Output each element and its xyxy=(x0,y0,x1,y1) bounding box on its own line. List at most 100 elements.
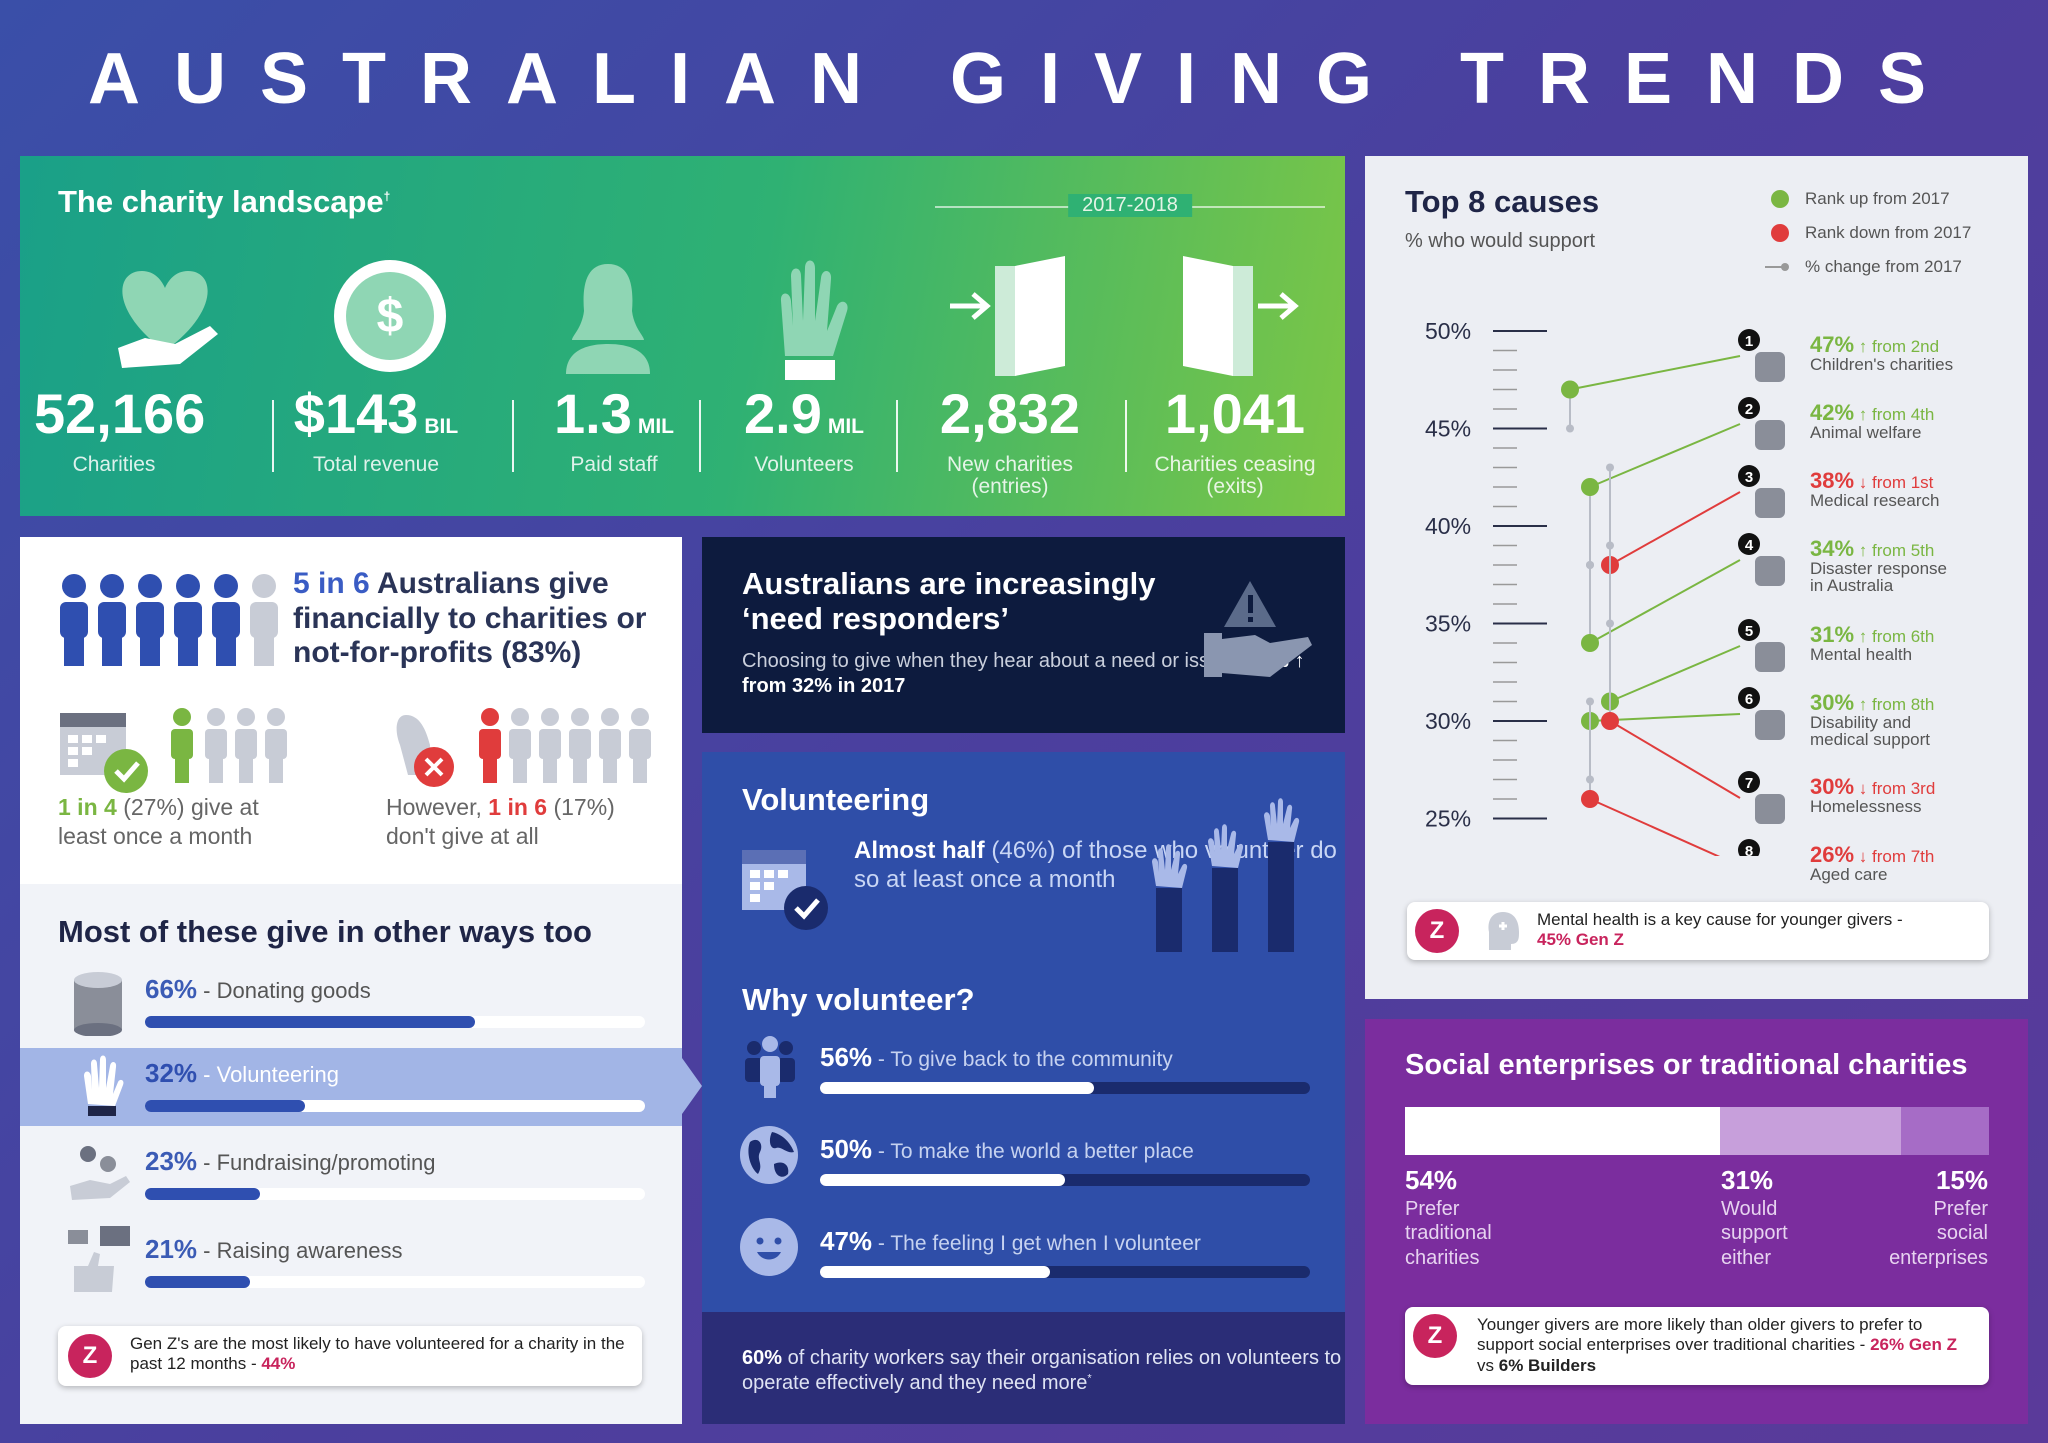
reason-bar xyxy=(820,1082,1310,1094)
dollar-coin-icon: $ xyxy=(334,260,446,372)
segment-label: Prefer social enterprises xyxy=(1889,1198,1988,1269)
rank-number: 1 xyxy=(1745,333,1753,350)
reason-bar-fill xyxy=(820,1266,1051,1278)
rank-badge xyxy=(1738,533,1760,555)
prior-point xyxy=(1566,424,1574,433)
rank-number: 4 xyxy=(1745,537,1754,554)
stat-new-charities: 2,832 New charities (entries) xyxy=(939,382,1081,499)
rank-number: 8 xyxy=(1745,843,1753,856)
reason-bar-fill xyxy=(820,1174,1065,1186)
door-exit-icon xyxy=(1183,256,1299,376)
stat-revenue: $143 BIL Total revenue xyxy=(293,382,459,476)
globe-icon xyxy=(740,1126,798,1184)
cause-label: 34% ↑ from 5th Disaster response in Austra… xyxy=(1810,536,1948,595)
y-tick-label: 50% xyxy=(1425,318,1471,344)
charity-workers-text: 60% of charity workers say their organis… xyxy=(742,1347,1342,1394)
cause-point xyxy=(1581,478,1599,496)
reason-bar-fill xyxy=(820,1082,1095,1094)
other-ways-panel: Most of these give in other ways too 66%… xyxy=(20,884,682,1424)
prior-point xyxy=(1586,561,1594,569)
rank-badge xyxy=(1738,619,1760,641)
segment-percent: 15% xyxy=(1935,1165,1988,1195)
reason-bar xyxy=(820,1266,1310,1278)
leader-line xyxy=(1589,423,1741,488)
tin-can-icon xyxy=(74,972,122,1036)
cause-label: 47% ↑ from 2nd Children's charities xyxy=(1810,332,1954,374)
rank-number: 7 xyxy=(1745,775,1753,792)
leader-line xyxy=(1609,720,1741,799)
cause-point xyxy=(1561,380,1579,399)
cause-point xyxy=(1581,790,1599,808)
charity-workers-panel: 60% of charity workers say their organis… xyxy=(702,1312,1345,1424)
need-heading: Australians are increasingly ‘need respon… xyxy=(742,566,1156,636)
way-row: 21% - Raising awareness xyxy=(20,1224,682,1302)
y-tick-label: 45% xyxy=(1425,416,1471,442)
legend-rank-up: Rank up from 2017 xyxy=(1805,189,1950,208)
cause-icon xyxy=(1755,352,1785,382)
rank-badge xyxy=(1738,839,1760,856)
rank-number: 2 xyxy=(1745,401,1753,418)
divider xyxy=(512,400,514,472)
leader-line xyxy=(1589,559,1741,644)
reason-row: 50% - To make the world a better place xyxy=(702,1126,1345,1204)
leader-line xyxy=(1609,491,1741,566)
reason-bar xyxy=(820,1174,1310,1186)
fundraising-hand-icon xyxy=(70,1146,130,1200)
cause-label: 30% ↓ from 3rd Homelessness xyxy=(1810,774,1936,816)
alert-hand-icon xyxy=(1204,581,1312,677)
cause-label: 26% ↓ from 7th Aged care xyxy=(1810,842,1935,884)
y-tick-label: 25% xyxy=(1425,806,1471,832)
need-responders-panel: Australians are increasingly ‘need respon… xyxy=(702,537,1345,733)
stat-charities-ceasing: 1,041 Charities ceasing (exits) xyxy=(1154,382,1316,499)
charity-landscape-panel: The charity landscape† 2017-2018 $ 52,16… xyxy=(20,156,1345,516)
raised-hand-icon xyxy=(780,260,848,380)
landscape-heading: The charity landscape† xyxy=(58,184,391,219)
way-row-highlight: 32% - Volunteering xyxy=(20,1048,682,1126)
give-financially-panel: 5 in 6 Australians give financially to c… xyxy=(20,537,682,884)
stat-charities: 52,166 Charities xyxy=(34,382,206,476)
cause-icon xyxy=(1755,794,1785,824)
gen-z-callout: Z Younger givers are more likely than ol… xyxy=(1405,1307,1989,1385)
way-bar-fill xyxy=(145,1016,475,1028)
legend-markers xyxy=(1765,190,1789,271)
top8-heading: Top 8 causes xyxy=(1405,184,1600,219)
top-8-causes-panel: Top 8 causes % who would support Rank up… xyxy=(1365,156,2028,999)
divider xyxy=(896,400,898,472)
prior-point xyxy=(1606,541,1614,550)
leader-line xyxy=(1609,645,1741,703)
calendar-check-icon xyxy=(742,850,828,930)
rank-badge xyxy=(1738,687,1760,709)
social-heading: Social enterprises or traditional charit… xyxy=(1405,1049,1968,1081)
way-bar-fill xyxy=(145,1276,250,1288)
prior-point xyxy=(1606,463,1614,472)
give-heading: 5 in 6 Australians give financially to c… xyxy=(293,567,647,669)
rank-badge xyxy=(1738,397,1760,419)
need-text: Choosing to give when they hear about a … xyxy=(742,650,1305,697)
speech-thumbs-icon xyxy=(68,1226,130,1292)
way-bar-fill xyxy=(145,1188,260,1200)
cause-point xyxy=(1581,634,1599,652)
social-bar-segment xyxy=(1901,1107,1989,1155)
top8-subtitle: % who would support xyxy=(1405,230,1596,252)
segment-label: Would support either xyxy=(1721,1198,1788,1269)
divider xyxy=(699,400,701,472)
way-bar xyxy=(145,1100,645,1112)
stat-paid-staff: 1.3 MIL Paid staff xyxy=(553,382,674,476)
social-bar-segment xyxy=(1405,1107,1721,1155)
reason-row: 47% - The feeling I get when I volunteer xyxy=(702,1218,1345,1296)
rank-number: 6 xyxy=(1745,691,1753,708)
stat-volunteers: 2.9 MIL Volunteers xyxy=(743,382,864,476)
legend-rank-down: Rank down from 2017 xyxy=(1805,223,1972,242)
cause-label: 30% ↑ from 8th Disability and medical supp… xyxy=(1810,690,1935,749)
cause-label: 42% ↑ from 4th Animal welfare xyxy=(1810,400,1935,442)
reason-row: 56% - To give back to the community xyxy=(702,1036,1345,1112)
cause-icon xyxy=(1755,556,1785,586)
people-group-icon xyxy=(60,574,278,666)
y-tick-label: 35% xyxy=(1425,611,1471,637)
y-tick-label: 30% xyxy=(1425,708,1471,734)
cause-label: 31% ↑ from 6th Mental health xyxy=(1810,622,1935,664)
gen-z-callout: Z Mental health is a key cause for young… xyxy=(1407,902,1989,960)
segment-percent: 31% xyxy=(1721,1165,1774,1195)
cause-icon xyxy=(1755,420,1785,450)
other-ways-heading: Most of these give in other ways too xyxy=(58,914,592,949)
